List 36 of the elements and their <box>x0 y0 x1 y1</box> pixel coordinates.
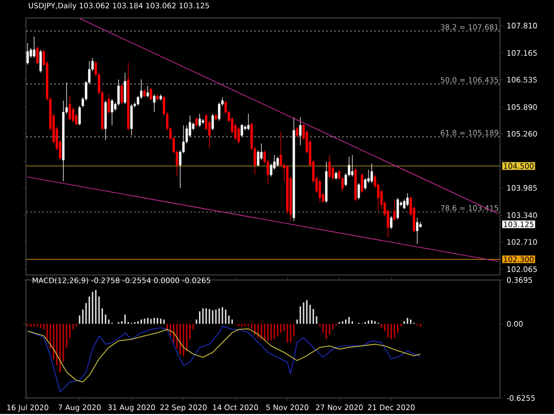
candlestick <box>36 46 39 65</box>
candlestick <box>68 96 72 121</box>
candlestick <box>130 104 133 136</box>
candlestick <box>416 217 418 244</box>
candlestick <box>108 94 110 114</box>
candlestick <box>299 116 302 146</box>
candlestick <box>328 154 331 179</box>
candlestick <box>120 84 123 104</box>
candlestick <box>211 114 214 131</box>
candlestick <box>247 114 250 131</box>
candlestick <box>390 216 392 230</box>
candlestick <box>146 86 149 98</box>
candlestick <box>370 163 373 184</box>
candlestick <box>396 198 399 220</box>
candlestick <box>150 87 152 101</box>
candlestick <box>237 126 240 144</box>
candlestick <box>276 156 279 167</box>
candlestick <box>32 36 36 58</box>
candlestick <box>280 132 282 167</box>
line-series <box>27 328 421 382</box>
candlestick <box>393 199 396 222</box>
candlestick <box>351 154 354 177</box>
candlestick <box>406 192 409 207</box>
candlestick <box>195 116 198 128</box>
candlestick <box>240 124 244 138</box>
candlestick <box>110 98 114 126</box>
candlestick <box>124 72 126 104</box>
candlestick <box>198 114 201 128</box>
candlestick <box>39 49 42 73</box>
candlestick <box>360 172 364 194</box>
candlestick <box>318 179 322 204</box>
candlestick <box>26 42 29 65</box>
candlestick <box>202 118 204 124</box>
candlestick <box>153 94 156 112</box>
candlestick <box>358 182 360 200</box>
candlestick <box>296 126 298 138</box>
